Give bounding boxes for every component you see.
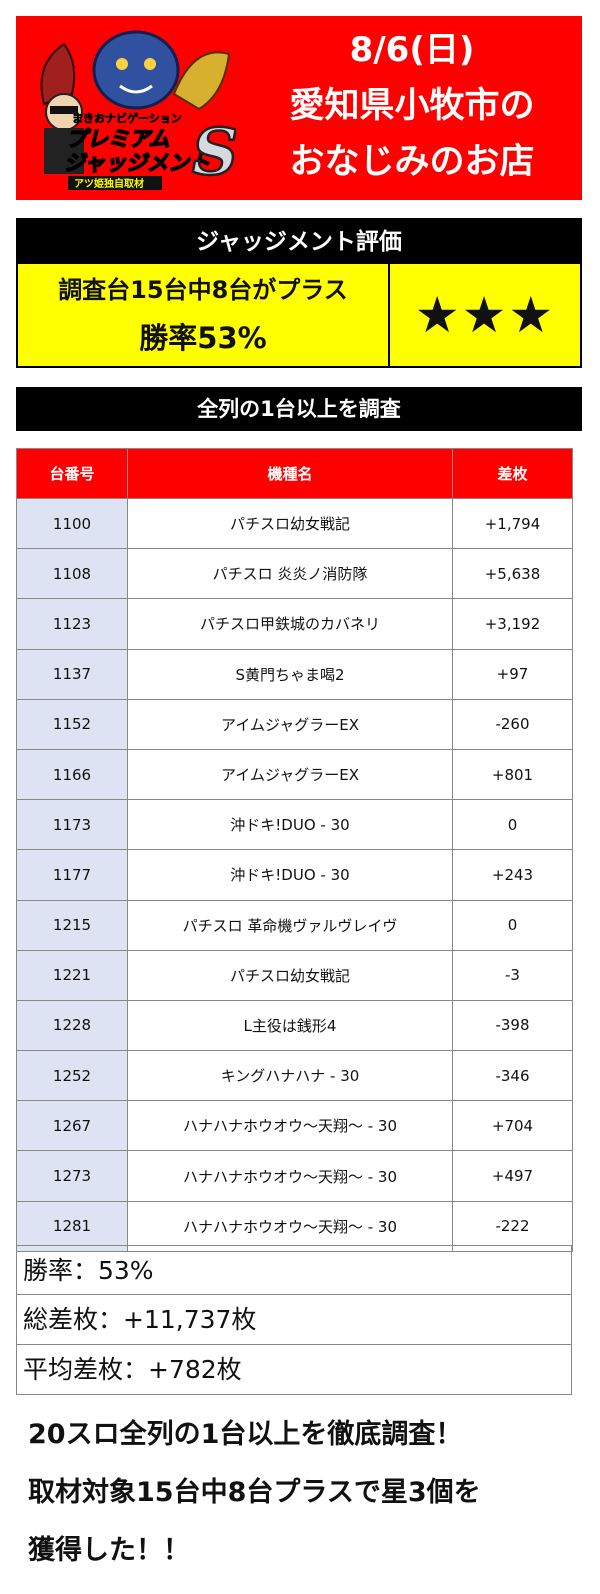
judgment-body: 調査台15台中8台がプラス 勝率53% ★★★ [18, 264, 580, 366]
coin-diff-cell: +1,794 [452, 497, 573, 550]
machine-number-cell: 1123 [16, 598, 128, 650]
machine-number-cell: 1173 [16, 799, 128, 851]
machine-number-cell: 1273 [16, 1150, 128, 1202]
coin-diff-cell: +243 [452, 849, 573, 901]
machine-name-cell: アイムジャグラーEX [127, 698, 453, 750]
coin-diff-cell: -222 [452, 1200, 573, 1252]
footer-line-1: 20スロ全列の1台以上を徹底調査！ [28, 1419, 463, 1450]
header-machine-name: 機種名 [127, 448, 453, 499]
judgment-box: ジャッジメント評価 調査台15台中8台がプラス 勝率53% ★★★ [16, 218, 582, 368]
header-machine-number: 台番号 [16, 448, 128, 499]
summary-average-diff: 平均差枚：+782枚 [16, 1345, 572, 1395]
header-banner: まきおナビゲーション プレミアム ジャッジメント S アツ姫独自取材 8/6(日… [16, 16, 582, 200]
judgment-summary: 調査台15台中8台がプラス 勝率53% [18, 264, 390, 366]
table-row: 1228 L主役は銭形4 -398 [16, 999, 573, 1052]
table-row: 1273 ハナハナホウオウ～天翔～ - 30 +497 [16, 1150, 573, 1202]
footer-line-3: 獲得した！！ [28, 1535, 190, 1566]
table-row: 1137 S黄門ちゃま喝2 +97 [16, 648, 573, 700]
coin-diff-cell: 0 [452, 899, 573, 951]
summary-win-rate: 勝率：53% [16, 1245, 572, 1295]
machine-number-cell: 1228 [16, 999, 128, 1052]
machine-name-cell: パチスロ甲鉄城のカバネリ [127, 598, 453, 650]
table-row: 1177 沖ドキ!DUO - 30 +243 [16, 849, 573, 901]
coin-diff-cell: -346 [452, 1050, 573, 1102]
machine-name-cell: ハナハナホウオウ～天翔～ - 30 [127, 1200, 453, 1252]
table-row: 1166 アイムジャグラーEX +801 [16, 748, 573, 801]
machine-number-cell: 1221 [16, 949, 128, 1001]
machine-name-cell: パチスロ幼女戦記 [127, 497, 453, 550]
coin-diff-cell: +497 [452, 1150, 573, 1202]
machine-number-cell: 1267 [16, 1100, 128, 1152]
footer-comment: 20スロ全列の1台以上を徹底調査！ 取材対象15台中8台プラスで星3個を 獲得し… [28, 1406, 588, 1580]
table-row: 1100 パチスロ幼女戦記 +1,794 [16, 497, 573, 550]
star-rating: ★★★ [390, 264, 580, 366]
machine-name-cell: パチスロ幼女戦記 [127, 949, 453, 1001]
summary-total-diff: 総差枚：+11,737枚 [16, 1295, 572, 1345]
table-row: 1281 ハナハナホウオウ～天翔～ - 30 -222 [16, 1200, 573, 1252]
table-row: 1123 パチスロ甲鉄城のカバネリ +3,192 [16, 598, 573, 650]
machine-name-cell: パチスロ 革命機ヴァルヴレイヴ [127, 899, 453, 951]
logo-main-text-1: プレミアム [66, 127, 170, 151]
event-date: 8/6(日) [349, 30, 475, 70]
table-row: 1221 パチスロ幼女戦記 -3 [16, 949, 573, 1001]
machine-name-cell: 沖ドキ!DUO - 30 [127, 849, 453, 901]
judgment-title: ジャッジメント評価 [196, 229, 402, 255]
machine-name-cell: ハナハナホウオウ～天翔～ - 30 [127, 1100, 453, 1152]
logo-s-letter: S [192, 115, 236, 190]
machine-name-cell: S黄門ちゃま喝2 [127, 648, 453, 700]
header-text: 8/6(日) 愛知県小牧市の おなじみのお店 [246, 22, 578, 190]
machine-name-cell: アイムジャグラーEX [127, 748, 453, 801]
coin-diff-cell: -398 [452, 999, 573, 1052]
location-line-2: おなじみのお店 [289, 142, 535, 182]
machine-name-cell: パチスロ 炎炎ノ消防隊 [127, 548, 453, 600]
coin-diff-cell: 0 [452, 799, 573, 851]
machine-number-cell: 1177 [16, 849, 128, 901]
table-row: 1173 沖ドキ!DUO - 30 0 [16, 799, 573, 851]
judgment-summary-line-1: 調査台15台中8台がプラス [58, 276, 348, 304]
header-coin-diff: 差枚 [452, 448, 573, 499]
summary-box: 勝率：53% 総差枚：+11,737枚 平均差枚：+782枚 [16, 1245, 572, 1395]
table-row: 1267 ハナハナホウオウ～天翔～ - 30 +704 [16, 1100, 573, 1152]
coin-diff-cell: +3,192 [452, 598, 573, 650]
coin-diff-cell: +97 [452, 648, 573, 700]
table-row: 1252 キングハナハナ - 30 -346 [16, 1050, 573, 1102]
machine-number-cell: 1252 [16, 1050, 128, 1102]
table-header-row: 台番号 機種名 差枚 [16, 448, 573, 499]
coin-diff-cell: +5,638 [452, 548, 573, 600]
coin-diff-cell: -260 [452, 698, 573, 750]
machine-name-cell: ハナハナホウオウ～天翔～ - 30 [127, 1150, 453, 1202]
coin-diff-cell: -3 [452, 949, 573, 1001]
logo-top-text: まきおナビゲーション [72, 111, 182, 125]
machine-number-cell: 1215 [16, 899, 128, 951]
results-table: 台番号 機種名 差枚 1100 パチスロ幼女戦記 +1,794 1108 パチスロ 炎炎… [16, 448, 573, 1252]
premium-judgment-logo: まきおナビゲーション プレミアム ジャッジメント S アツ姫独自取材 [24, 24, 236, 192]
machine-number-cell: 1166 [16, 748, 128, 801]
survey-scope-bar: 全列の1台以上を調査 [16, 387, 582, 431]
machine-name-cell: キングハナハナ - 30 [127, 1050, 453, 1102]
logo-sub-text: アツ姫独自取材 [74, 177, 144, 190]
footer-line-2: 取材対象15台中8台プラスで星3個を [28, 1477, 481, 1508]
coin-diff-cell: +704 [452, 1100, 573, 1152]
machine-name-cell: 沖ドキ!DUO - 30 [127, 799, 453, 851]
machine-number-cell: 1281 [16, 1200, 128, 1252]
machine-number-cell: 1137 [16, 648, 128, 700]
judgment-win-rate: 勝率53% [139, 321, 267, 355]
table-row: 1108 パチスロ 炎炎ノ消防隊 +5,638 [16, 548, 573, 600]
table-row: 1215 パチスロ 革命機ヴァルヴレイヴ 0 [16, 899, 573, 951]
machine-number-cell: 1152 [16, 698, 128, 750]
logo-main-text-2: ジャッジメント [64, 151, 210, 175]
location-line-1: 愛知県小牧市の [289, 86, 535, 126]
machine-number-cell: 1100 [16, 497, 128, 550]
machine-number-cell: 1108 [16, 548, 128, 600]
machine-name-cell: L主役は銭形4 [127, 999, 453, 1052]
table-row: 1152 アイムジャグラーEX -260 [16, 698, 573, 750]
coin-diff-cell: +801 [452, 748, 573, 801]
